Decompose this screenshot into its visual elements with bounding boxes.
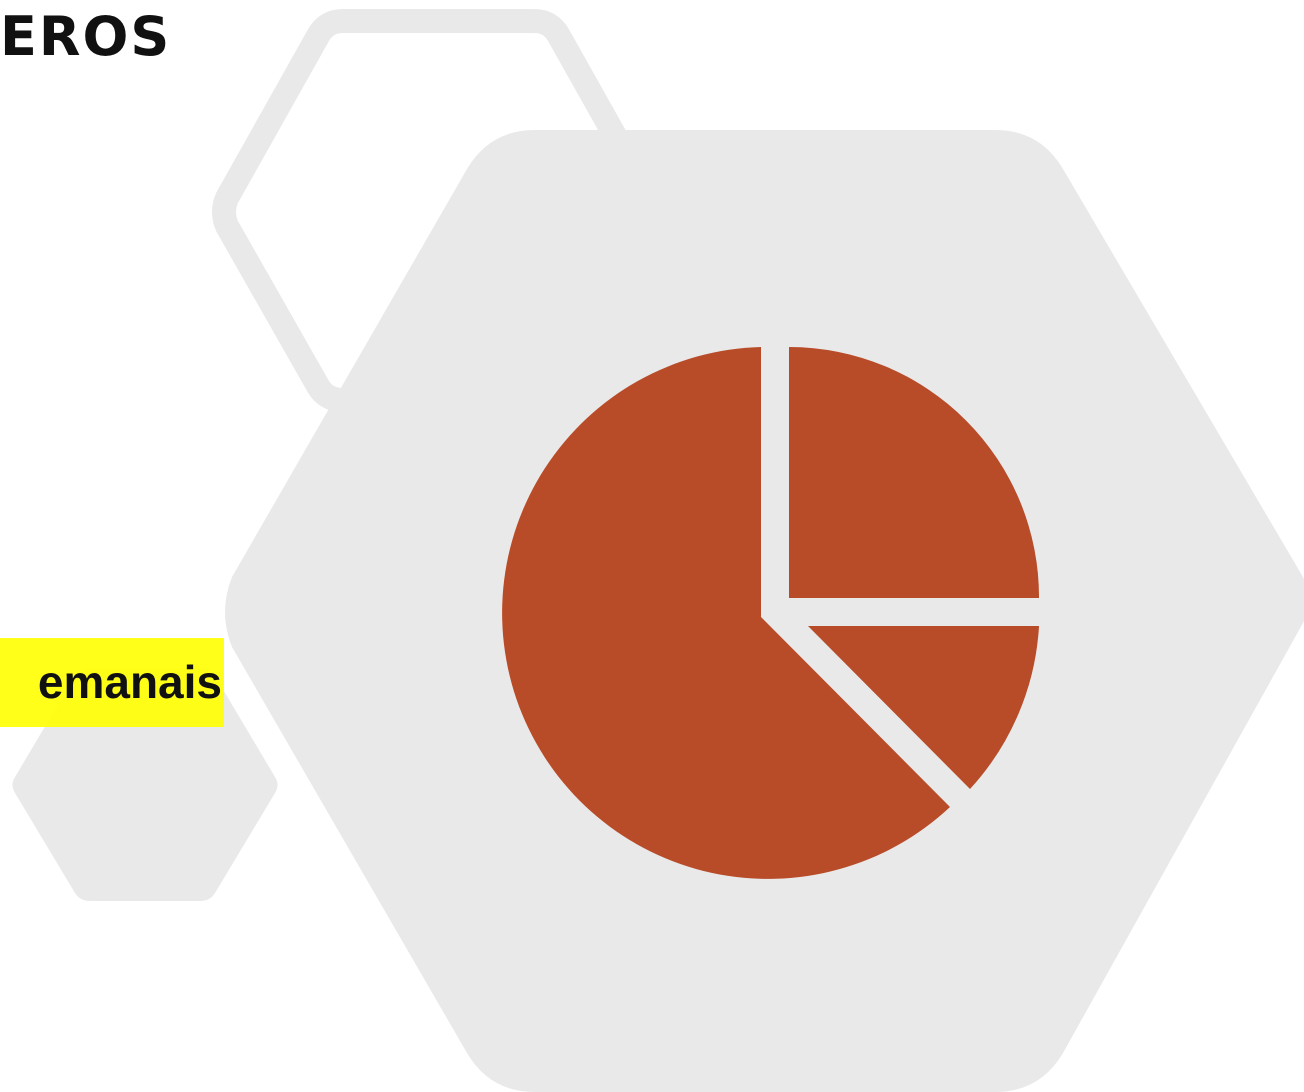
outline-hexagon-decoration (212, 9, 665, 412)
large-hexagon-decoration (225, 130, 1304, 1092)
page-heading: EROS (0, 5, 172, 68)
pie-slice-large (502, 347, 950, 879)
pie-slice-top-right (789, 347, 1040, 598)
pie-chart-icon (502, 347, 1040, 879)
highlighted-label: emanais (0, 638, 224, 727)
pie-slice-small (808, 626, 1039, 789)
highlighted-label-text: emanais (37, 656, 222, 708)
